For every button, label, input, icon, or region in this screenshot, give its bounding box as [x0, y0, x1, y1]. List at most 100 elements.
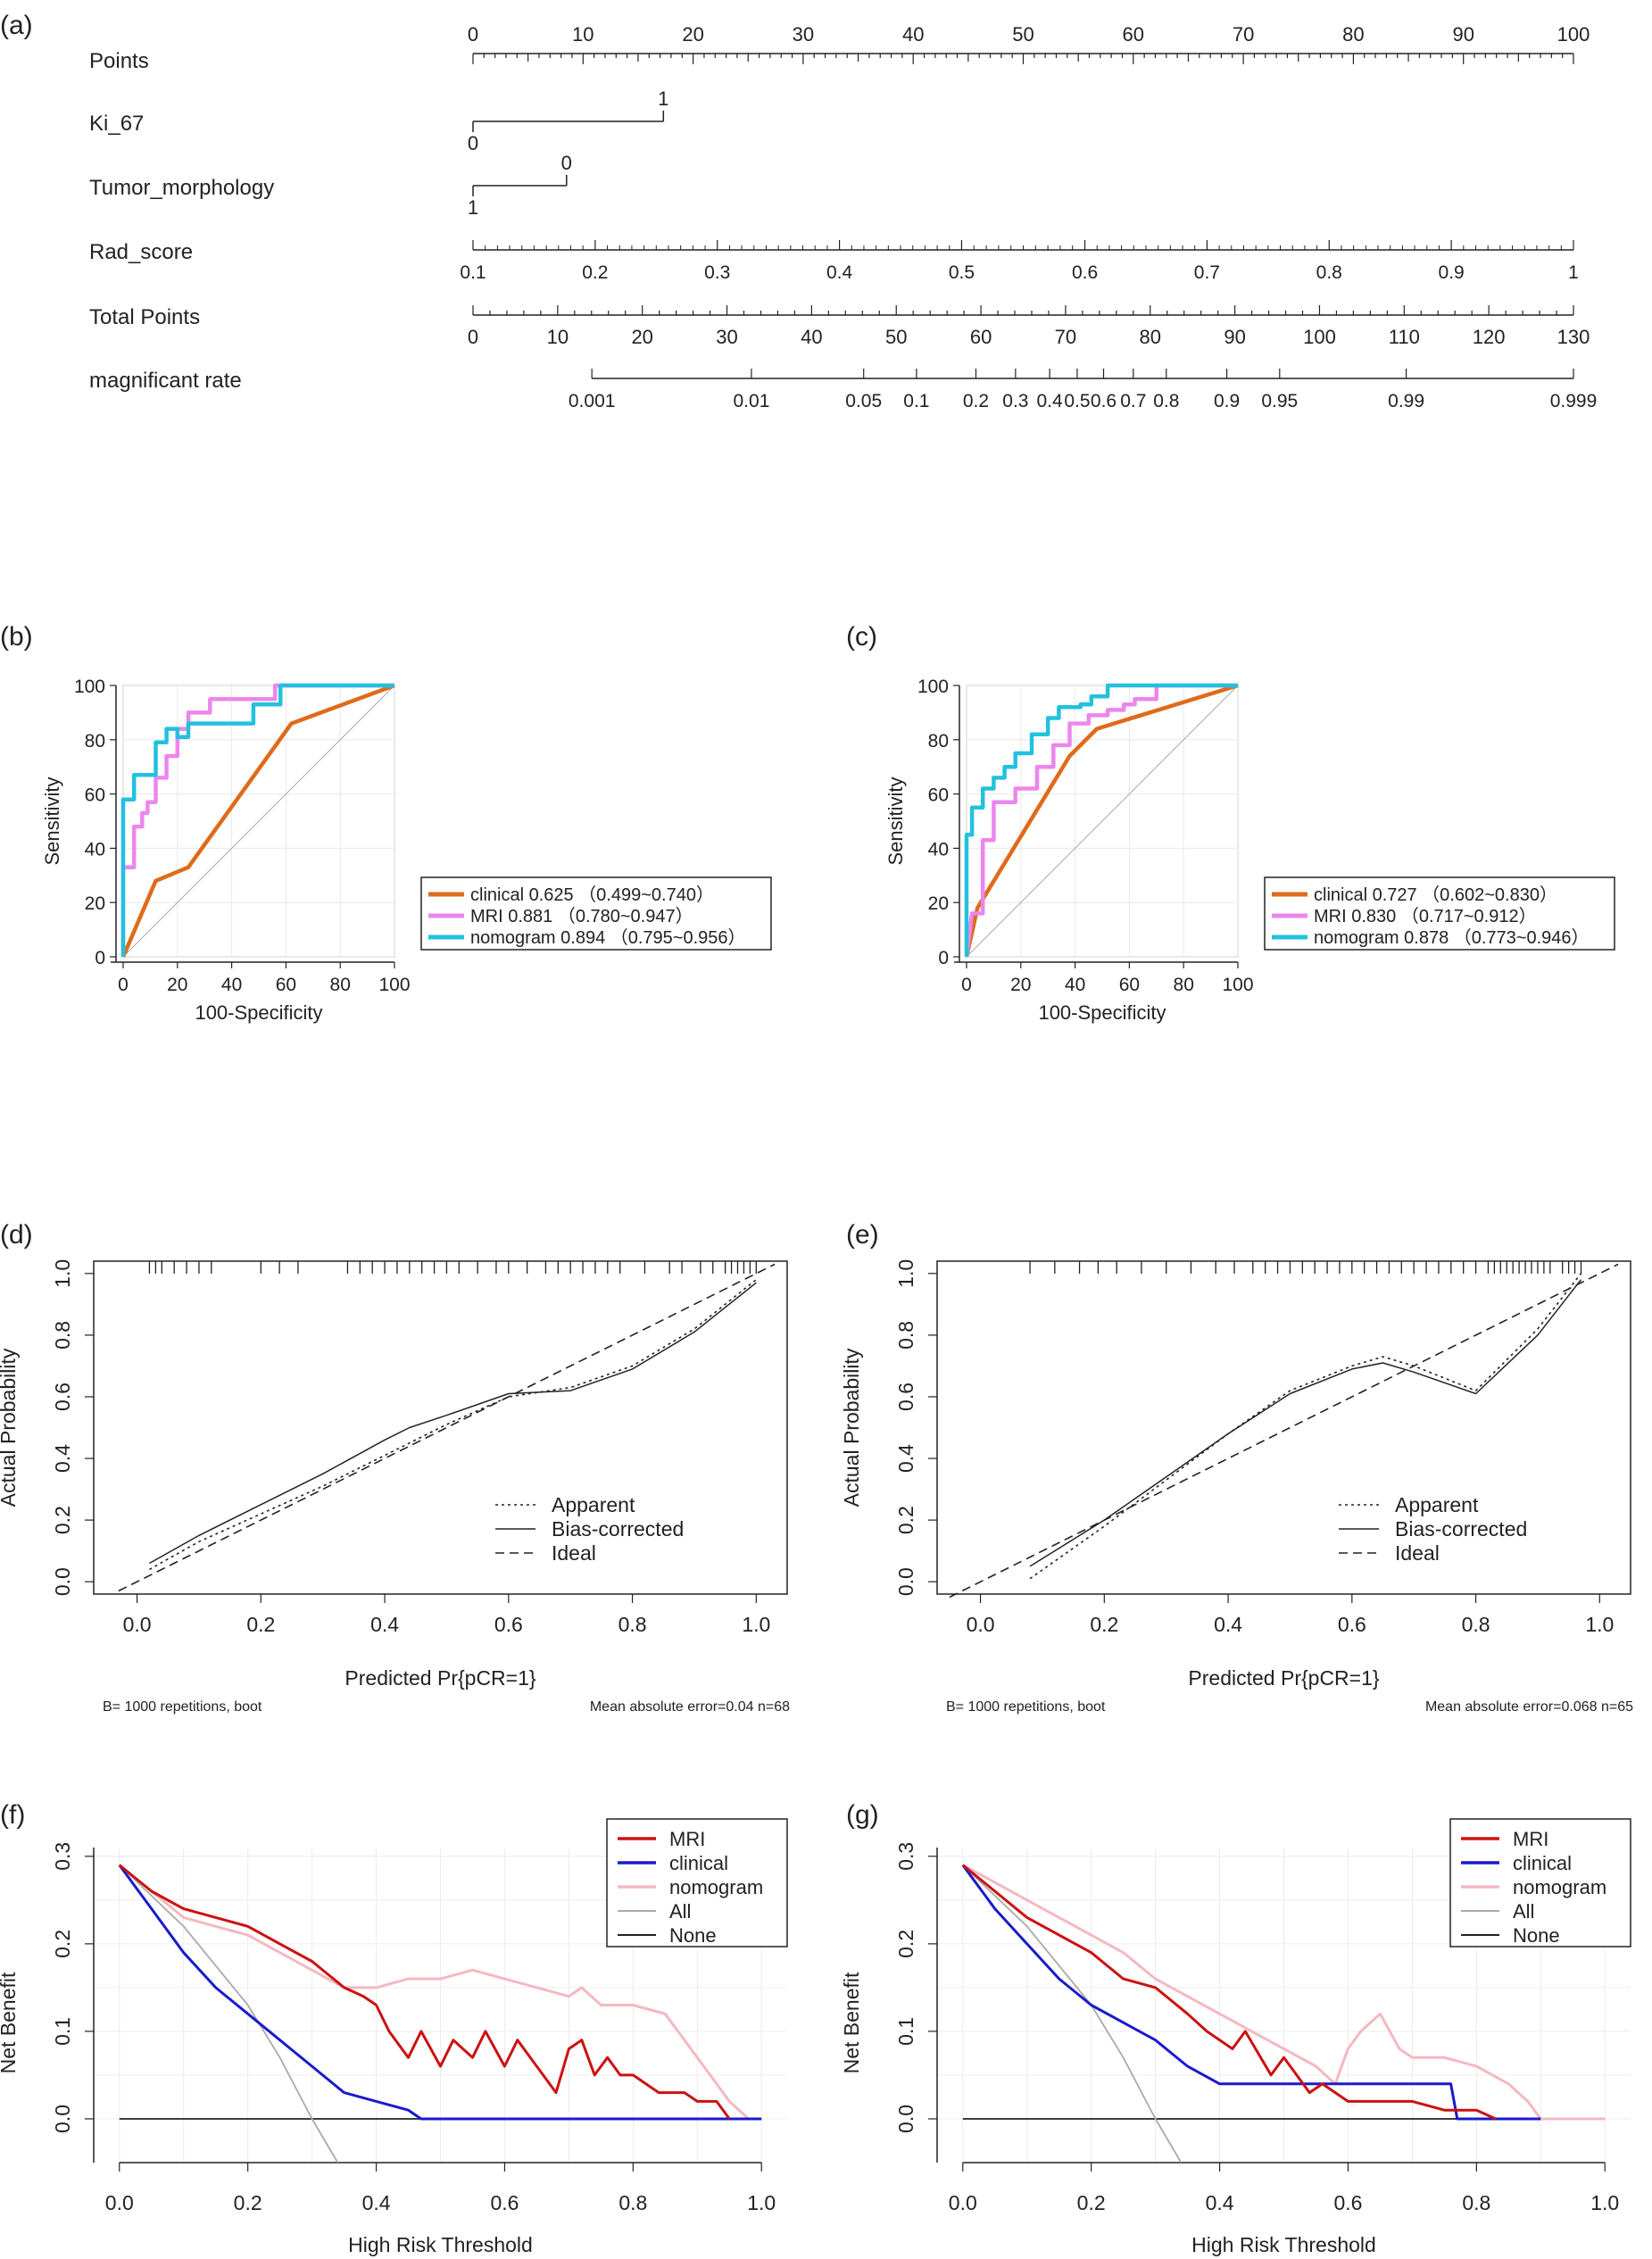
variable-tick-label: 1	[468, 196, 478, 219]
x-tick-label: 0.8	[1462, 1613, 1490, 1636]
roc-curve-MRI	[964, 683, 1238, 958]
legend-box	[606, 1818, 788, 1948]
panel-label-e: (e)	[846, 1220, 879, 1250]
y-tick-label: 1.0	[51, 1259, 74, 1288]
footer-left: B= 1000 repetitions, boot	[946, 1699, 1106, 1715]
dca-curve-MRI	[961, 1864, 1497, 2121]
y-tick-label: 100	[917, 677, 949, 697]
scale-tick-label: 0.01	[734, 391, 770, 411]
x-tick-label: 1.0	[747, 2191, 776, 2214]
y-tick-label: 0.2	[51, 1506, 74, 1534]
y-axis-title: Actual Probability	[0, 1348, 20, 1507]
legend-entry: Ideal	[1395, 1541, 1440, 1565]
nomogram-row-label: Total Points	[89, 305, 200, 329]
y-tick-label: 0.2	[51, 1930, 74, 1958]
x-axis-title: Predicted Pr{pCR=1}	[345, 1666, 535, 1690]
points-tick-label: 40	[902, 23, 924, 46]
reference-diagonal	[966, 685, 1239, 958]
ideal-line	[118, 1263, 776, 1592]
panel-label-c: (c)	[846, 622, 877, 652]
dca-curve-All	[119, 1864, 339, 2163]
panel-label-a: (a)	[0, 11, 33, 40]
points-tick-label: 90	[1452, 23, 1474, 46]
y-tick-label: 60	[85, 785, 105, 806]
legend-entry-nomogram: nomogram	[1513, 1876, 1606, 1898]
variable-tick-label: 0	[468, 132, 478, 154]
scale-tick-label: 0.8	[1153, 391, 1179, 411]
y-tick-label: 0.4	[51, 1444, 74, 1473]
total-points-tick-label: 10	[547, 326, 569, 348]
x-tick-label: 40	[221, 975, 242, 995]
scale-tick-label: 0.5	[949, 262, 975, 283]
variable-tick-label: 0	[561, 152, 572, 174]
y-tick-label: 100	[74, 677, 105, 697]
dca-curve-All	[962, 1864, 1183, 2163]
roc-panel-c: 00 20 20 40 40 60 60 80 80 100 100 100-Specificity S…	[884, 677, 1615, 1024]
y-tick-label: 0.8	[51, 1321, 74, 1350]
y-tick-label: 0.6	[51, 1383, 74, 1411]
x-tick-label: 0.4	[362, 2191, 391, 2214]
legend-entry-All: All	[669, 1900, 691, 1923]
legend-entry-nomogram: nomogram 0.878 （0.773~0.946）	[1314, 927, 1590, 948]
x-axis-title: High Risk Threshold	[348, 2233, 533, 2256]
x-tick-label: 20	[167, 975, 187, 995]
x-tick-label: 0.6	[1338, 1613, 1366, 1636]
dca-curve-nomogram	[118, 1864, 750, 2121]
decision-curve-panel-f: 0.0 0.2 0.4 0.6 0.8 1.0 0.0 0.1 0.2 0.3 MRIclinica…	[0, 1818, 788, 2256]
plot-frame	[936, 1260, 1631, 1595]
x-tick-label: 1.0	[1590, 2191, 1619, 2214]
x-tick-label: 0.2	[1077, 2191, 1106, 2214]
y-tick-label: 0.6	[894, 1383, 917, 1411]
legend-entry-MRI: MRI 0.881 （0.780~0.947）	[470, 906, 693, 926]
points-tick-label: 60	[1123, 23, 1144, 46]
y-axis-title: Actual Probability	[840, 1348, 863, 1507]
panel-label-f: (f)	[0, 1800, 25, 1830]
nomogram-row-label: Rad_score	[89, 240, 193, 264]
total-points-tick-label: 70	[1055, 326, 1076, 348]
total-points-tick-label: 130	[1557, 326, 1590, 348]
y-tick-label: 80	[85, 731, 105, 752]
roc-curve-clinical	[120, 683, 395, 958]
curves	[118, 1864, 762, 2163]
x-tick-label: 80	[1174, 975, 1194, 995]
scale-tick-label: 0.001	[569, 391, 616, 411]
scale-tick-label: 0.5	[1064, 391, 1090, 411]
legend-entry-nomogram: nomogram	[669, 1876, 763, 1898]
total-points-tick-label: 90	[1224, 326, 1245, 348]
x-tick-label: 0.8	[618, 1613, 647, 1636]
x-tick-label: 0.0	[123, 1613, 152, 1636]
panel-label-b: (b)	[0, 622, 33, 652]
points-tick-label: 0	[468, 23, 478, 46]
scale-tick-label: 0.7	[1194, 262, 1220, 283]
y-tick-label: 0.2	[894, 1506, 917, 1534]
scale-tick-label: 0.8	[1316, 262, 1342, 283]
legend-entry-clinical: clinical	[1513, 1852, 1572, 1874]
scale-tick-label: 0.99	[1388, 391, 1424, 411]
points-tick-label: 30	[793, 23, 814, 46]
x-tick-label: 0.2	[246, 1613, 275, 1636]
x-tick-label: 0.2	[234, 2191, 262, 2214]
variable-tick-label: 1	[658, 87, 668, 110]
legend-entry-None: None	[669, 1924, 717, 1947]
x-tick-label: 0.0	[105, 2191, 134, 2214]
x-tick-label: 100	[378, 975, 410, 995]
legend-box	[420, 876, 772, 951]
decision-curve-panel-g: 0.0 0.2 0.4 0.6 0.8 1.0 0.0 0.1 0.2 0.3 MRIclinica…	[840, 1818, 1631, 2256]
x-tick-label: 0.6	[494, 1613, 523, 1636]
x-tick-label: 0.6	[1333, 2191, 1362, 2214]
legend-entry: Ideal	[552, 1541, 596, 1565]
y-tick-label: 0.2	[894, 1930, 917, 1958]
y-tick-label: 80	[928, 731, 949, 752]
dca-curve-clinical	[118, 1864, 762, 2121]
scale-tick-label: 0.3	[1002, 391, 1028, 411]
x-tick-label: 80	[330, 975, 351, 995]
y-tick-label: 20	[85, 893, 105, 914]
legend-entry-clinical: clinical	[669, 1852, 728, 1874]
x-tick-label: 100	[1222, 975, 1253, 995]
x-tick-label: 0.4	[1206, 2191, 1234, 2214]
x-tick-label: 0	[118, 975, 129, 995]
y-tick-label: 0.0	[894, 2105, 917, 2133]
nomogram-row-label: magnificant rate	[89, 369, 242, 393]
y-tick-label: 40	[928, 839, 949, 860]
points-tick-label: 100	[1557, 23, 1590, 46]
